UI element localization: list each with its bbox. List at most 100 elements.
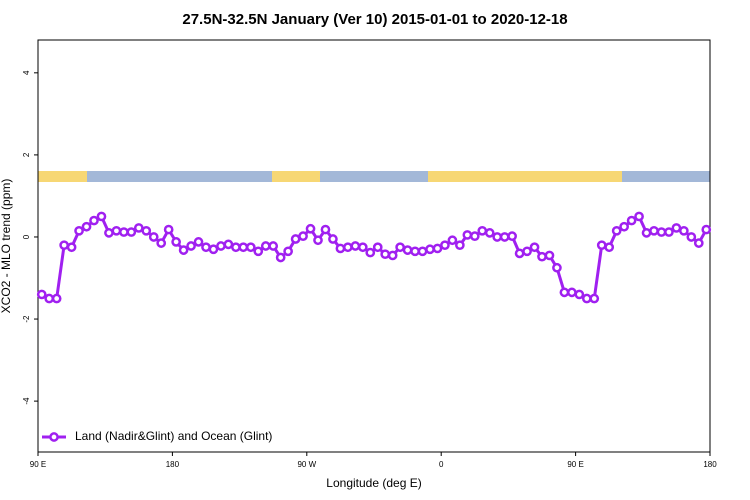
point bbox=[44, 293, 55, 304]
point bbox=[216, 241, 226, 251]
point bbox=[365, 247, 376, 258]
point bbox=[693, 238, 704, 248]
point bbox=[313, 235, 323, 246]
point bbox=[245, 242, 256, 253]
point bbox=[462, 230, 473, 240]
y-tick-label: 0 bbox=[22, 234, 31, 239]
point bbox=[208, 244, 219, 255]
point bbox=[402, 245, 413, 255]
point bbox=[59, 240, 69, 251]
plot-frame bbox=[37, 39, 711, 453]
point bbox=[567, 287, 577, 298]
point bbox=[133, 223, 144, 233]
land-band bbox=[428, 171, 622, 182]
x-tick-label: 90 E bbox=[30, 460, 46, 469]
point bbox=[343, 242, 353, 253]
point bbox=[455, 240, 465, 251]
point bbox=[51, 293, 62, 304]
point bbox=[440, 240, 450, 251]
y-tick-label: 4 bbox=[22, 70, 31, 75]
point bbox=[111, 225, 122, 236]
y-tick-label: -4 bbox=[22, 397, 31, 405]
point bbox=[148, 232, 159, 242]
x-tick-label: 180 bbox=[166, 460, 180, 469]
point bbox=[492, 232, 503, 242]
point bbox=[544, 250, 555, 261]
point bbox=[484, 228, 495, 238]
point bbox=[679, 225, 689, 236]
point bbox=[357, 242, 368, 253]
point bbox=[186, 241, 196, 251]
point bbox=[559, 287, 570, 298]
point bbox=[537, 251, 547, 262]
point bbox=[477, 225, 488, 236]
y-tick-label: -2 bbox=[22, 315, 31, 323]
point bbox=[626, 215, 637, 226]
point bbox=[305, 223, 316, 234]
point bbox=[604, 242, 615, 253]
point bbox=[380, 249, 391, 260]
point bbox=[260, 241, 271, 251]
point bbox=[417, 246, 428, 257]
point bbox=[163, 224, 174, 235]
point bbox=[432, 243, 443, 254]
x-axis-label: Longitude (deg E) bbox=[326, 476, 421, 490]
point bbox=[671, 223, 682, 233]
point bbox=[552, 262, 562, 273]
point bbox=[469, 231, 480, 242]
point bbox=[686, 232, 697, 242]
point bbox=[649, 225, 659, 236]
point bbox=[529, 242, 540, 253]
point bbox=[320, 224, 331, 235]
point bbox=[514, 248, 525, 259]
land-ocean-strip bbox=[38, 171, 710, 182]
point bbox=[253, 246, 264, 257]
legend-label: Land (Nadir&Glint) and Ocean (Glint) bbox=[75, 429, 272, 443]
point bbox=[619, 221, 629, 232]
point bbox=[581, 293, 592, 304]
point bbox=[141, 225, 152, 236]
point bbox=[410, 246, 420, 257]
point bbox=[596, 240, 607, 251]
point bbox=[298, 231, 308, 242]
ocean-band bbox=[38, 171, 710, 182]
point bbox=[171, 237, 181, 247]
point bbox=[89, 215, 99, 226]
point bbox=[507, 231, 517, 242]
land-band bbox=[38, 171, 87, 182]
point bbox=[447, 235, 458, 246]
point bbox=[268, 241, 279, 251]
point bbox=[74, 225, 84, 236]
point bbox=[290, 234, 301, 244]
point bbox=[656, 227, 667, 237]
land-band bbox=[272, 171, 320, 182]
point bbox=[81, 221, 92, 232]
point bbox=[201, 242, 211, 253]
point bbox=[66, 242, 77, 253]
point bbox=[641, 228, 652, 238]
point bbox=[193, 237, 204, 247]
point bbox=[372, 242, 383, 253]
point bbox=[335, 243, 346, 254]
point bbox=[350, 241, 361, 251]
point bbox=[156, 238, 167, 248]
x-tick-label: 0 bbox=[439, 460, 444, 469]
point bbox=[36, 289, 47, 300]
point bbox=[178, 245, 189, 255]
point bbox=[574, 289, 585, 300]
x-tick-label: 180 bbox=[703, 460, 717, 469]
point bbox=[119, 227, 129, 237]
point bbox=[104, 228, 114, 238]
x-tick-label: 90 E bbox=[567, 460, 583, 469]
chart-title: 27.5N-32.5N January (Ver 10) 2015-01-01 … bbox=[182, 11, 567, 28]
y-tick-label: 2 bbox=[22, 152, 31, 157]
point bbox=[425, 244, 435, 255]
point bbox=[589, 293, 600, 304]
point bbox=[231, 242, 241, 253]
point bbox=[126, 227, 137, 237]
point bbox=[522, 246, 532, 257]
legend-marker bbox=[49, 432, 59, 442]
point bbox=[283, 246, 293, 257]
point bbox=[634, 211, 644, 222]
